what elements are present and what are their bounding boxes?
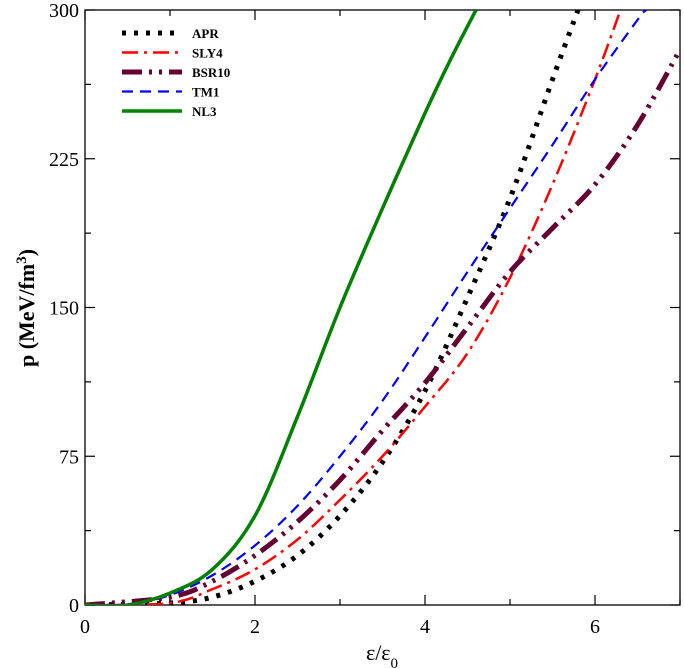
x-tick-label: 2 <box>250 616 260 638</box>
y-axis-title-sup: 3 <box>14 256 30 264</box>
legend-label: SLY4 <box>192 46 223 61</box>
y-tick-label: 225 <box>49 149 79 171</box>
y-tick-label: 150 <box>49 298 79 320</box>
y-tick-label: 300 <box>49 0 79 22</box>
series-line-tm1 <box>85 10 647 605</box>
legend-label: NL3 <box>192 104 217 119</box>
x-axis-title: ε/ε0 <box>366 640 398 668</box>
y-axis-title-main: p (MeV/fm <box>14 264 39 367</box>
x-tick-label: 0 <box>80 616 90 638</box>
plot-frame <box>84 9 681 606</box>
legend-label: TM1 <box>192 85 219 100</box>
series-line-sly4 <box>85 10 622 605</box>
x-tick-label: 4 <box>420 616 430 638</box>
y-tick-label: 75 <box>59 446 79 468</box>
series-line-nl3 <box>85 10 478 605</box>
series-line-bsr10 <box>85 48 680 605</box>
legend-label: BSR10 <box>192 65 230 80</box>
y-axis-title-end: ) <box>14 249 39 256</box>
y-tick-label: 0 <box>69 595 79 617</box>
x-axis-title-main: ε/ε <box>366 640 391 665</box>
axis-ticks: 0 2 4 6 0 75 150 225 300 <box>49 0 681 638</box>
x-axis-title-sub: 0 <box>391 656 399 668</box>
y-axis-title: p (MeV/fm3) <box>14 249 39 367</box>
legend: APR SLY4 BSR10 TM1 NL3 <box>122 26 230 119</box>
legend-label: APR <box>192 26 219 41</box>
series-layer <box>85 10 680 605</box>
x-tick-label: 6 <box>590 616 600 638</box>
series-line-apr <box>85 10 581 605</box>
